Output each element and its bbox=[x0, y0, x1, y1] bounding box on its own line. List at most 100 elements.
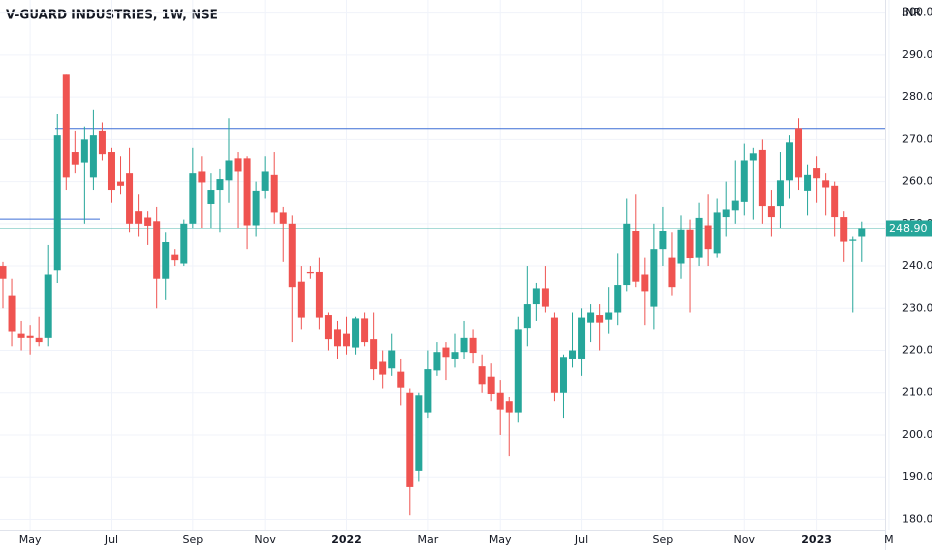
candle-body bbox=[731, 200, 739, 211]
price-label-box bbox=[886, 220, 932, 237]
candle-body bbox=[858, 228, 866, 237]
candle-body bbox=[352, 318, 360, 348]
x-tick-label: Nov bbox=[254, 533, 276, 546]
candle-body bbox=[650, 249, 658, 307]
candle-body bbox=[623, 223, 631, 286]
candle-body bbox=[704, 225, 712, 250]
candle-body bbox=[35, 337, 43, 343]
y-tick-label: 270.00 bbox=[902, 132, 932, 145]
candle-body bbox=[8, 295, 16, 332]
candle-body bbox=[668, 257, 676, 288]
x-tick-label: Sep bbox=[653, 533, 674, 546]
candle-body bbox=[216, 179, 224, 191]
candle-body bbox=[234, 158, 242, 172]
candle-body bbox=[261, 171, 269, 191]
candle-body bbox=[89, 135, 97, 178]
candle-body bbox=[62, 74, 70, 178]
candle-body bbox=[162, 241, 170, 279]
candle-body bbox=[659, 231, 667, 250]
candle-body bbox=[505, 401, 513, 413]
candle-body bbox=[306, 271, 314, 274]
candle-body bbox=[153, 221, 161, 279]
candle-body bbox=[315, 271, 323, 318]
candle-body bbox=[44, 274, 52, 338]
candle-body bbox=[424, 369, 432, 413]
candle-body bbox=[822, 180, 830, 188]
candle-body bbox=[126, 173, 134, 224]
y-tick-label: 290.00 bbox=[902, 48, 932, 61]
candle-body bbox=[578, 317, 586, 359]
candle-body bbox=[831, 185, 839, 218]
candle-body bbox=[523, 304, 531, 329]
candle-body bbox=[343, 333, 351, 347]
candle-body bbox=[795, 128, 803, 178]
candle-body bbox=[722, 209, 730, 218]
y-tick-label: 280.00 bbox=[902, 90, 932, 103]
candle-body bbox=[324, 315, 332, 340]
y-tick-label: 200.00 bbox=[902, 428, 932, 441]
candle-body bbox=[361, 318, 369, 343]
candle-body bbox=[288, 223, 296, 288]
candle-body bbox=[297, 281, 305, 318]
candle-body bbox=[379, 361, 387, 375]
candle-body bbox=[17, 333, 25, 338]
candle-body bbox=[442, 347, 450, 358]
candle-body bbox=[776, 180, 784, 207]
candle-body bbox=[333, 329, 341, 347]
candle-body bbox=[849, 239, 857, 241]
y-tick-label: 240.00 bbox=[902, 259, 932, 272]
candle-body bbox=[713, 212, 721, 254]
x-tick-label: 2022 bbox=[331, 533, 362, 546]
candle-body bbox=[0, 266, 7, 279]
candle-body bbox=[107, 152, 115, 191]
candle-body bbox=[758, 149, 766, 207]
x-tick-label: Mar bbox=[417, 533, 438, 546]
y-tick-label: 300.00 bbox=[902, 6, 932, 19]
candle-body bbox=[804, 174, 812, 191]
candle-body bbox=[695, 217, 703, 258]
y-tick-label: 230.00 bbox=[902, 301, 932, 314]
y-tick-label: 260.00 bbox=[902, 175, 932, 188]
candle-body bbox=[813, 168, 821, 179]
candle-body bbox=[469, 337, 477, 354]
candle-body bbox=[840, 217, 848, 242]
x-tick-label: 2023 bbox=[801, 533, 832, 546]
candle-body bbox=[406, 392, 414, 487]
candle-body bbox=[496, 392, 504, 410]
candle-body bbox=[98, 130, 106, 155]
candle-body bbox=[270, 174, 278, 213]
x-tick-label: Sep bbox=[182, 533, 203, 546]
candle-body bbox=[550, 317, 558, 393]
x-tick-label: May bbox=[489, 533, 512, 546]
candle-body bbox=[605, 312, 613, 320]
candle-body bbox=[26, 335, 34, 338]
candle-body bbox=[514, 329, 522, 413]
y-tick-label: 180.00 bbox=[902, 512, 932, 525]
candle-body bbox=[785, 142, 793, 181]
candle-body bbox=[632, 231, 640, 282]
candle-body bbox=[135, 211, 143, 224]
candle-body bbox=[415, 395, 423, 471]
y-axis-label: INR bbox=[902, 6, 921, 19]
candle-body bbox=[433, 352, 441, 371]
candle-body bbox=[559, 357, 567, 393]
candle-body bbox=[279, 212, 287, 224]
candle-body bbox=[252, 190, 260, 226]
candle-body bbox=[541, 288, 549, 307]
price-label: 248.90 bbox=[889, 222, 928, 235]
candle-body bbox=[225, 160, 233, 181]
y-tick-label: 190.00 bbox=[902, 470, 932, 483]
candle-body bbox=[614, 285, 622, 313]
candle-body bbox=[53, 135, 61, 271]
candle-body bbox=[749, 153, 757, 161]
candle-body bbox=[596, 315, 604, 323]
candle-body bbox=[144, 217, 152, 226]
x-tick-label: Jul bbox=[104, 533, 118, 546]
candle-body bbox=[677, 229, 685, 264]
candle-body bbox=[71, 152, 79, 165]
candle-body bbox=[641, 274, 649, 292]
y-tick-label: 210.00 bbox=[902, 386, 932, 399]
candle-body bbox=[767, 206, 775, 218]
